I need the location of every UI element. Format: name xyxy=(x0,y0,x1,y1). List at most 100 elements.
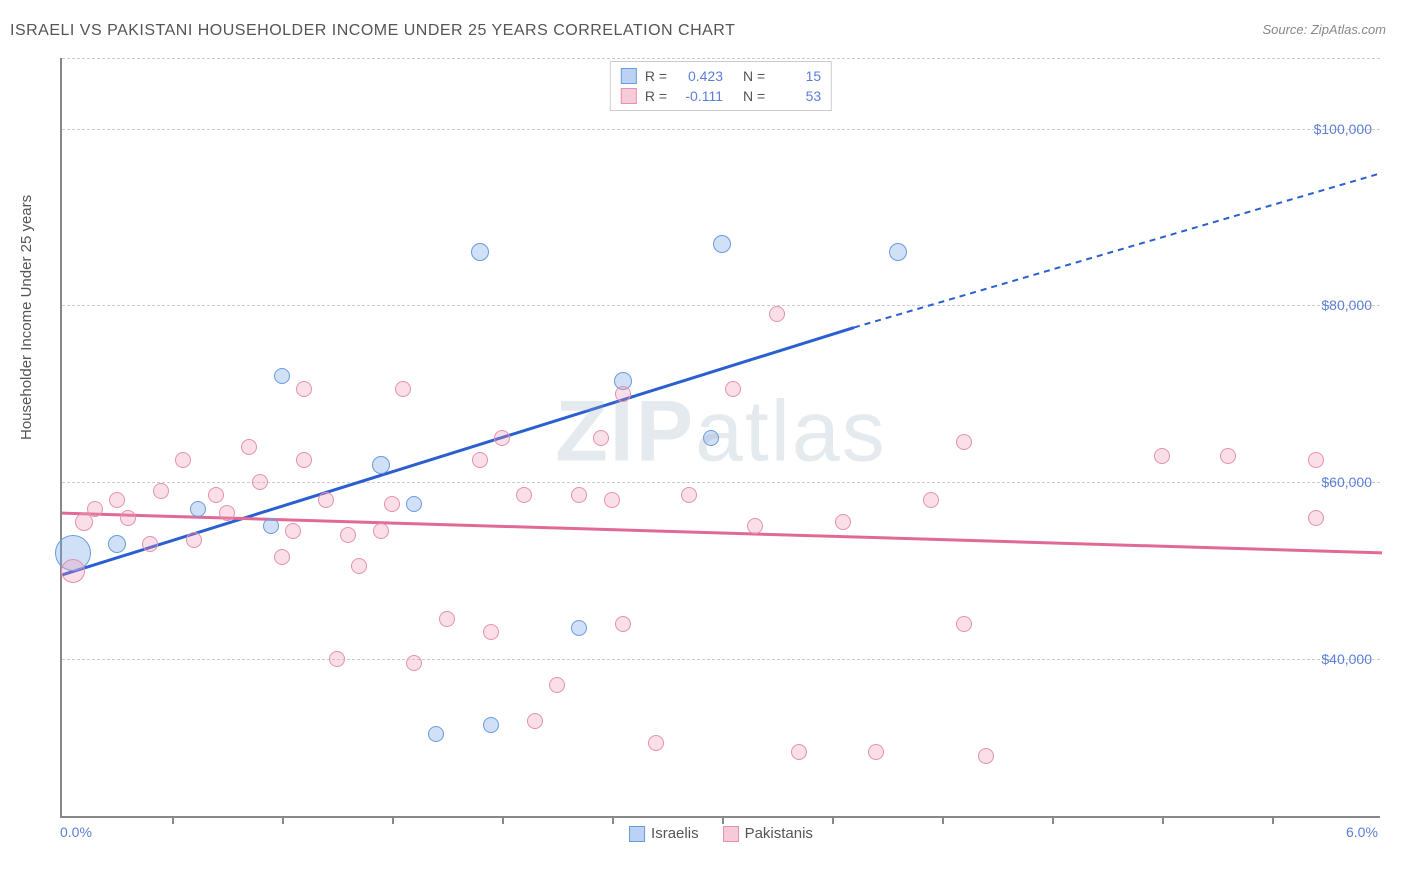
data-point xyxy=(494,430,510,446)
data-point xyxy=(868,744,884,760)
data-point xyxy=(527,713,543,729)
stat-r-value-israelis: 0.423 xyxy=(675,68,723,84)
data-point xyxy=(681,487,697,503)
data-point xyxy=(1308,510,1324,526)
x-tick-mark xyxy=(612,816,614,824)
data-point xyxy=(296,381,312,397)
data-point xyxy=(384,496,400,512)
gridline xyxy=(62,58,1380,59)
data-point xyxy=(571,620,587,636)
data-point xyxy=(791,744,807,760)
legend-item-israelis: Israelis xyxy=(629,825,699,842)
data-point xyxy=(889,243,907,261)
x-tick-label: 6.0% xyxy=(1346,824,1378,840)
data-point xyxy=(483,717,499,733)
legend-label-pakistanis: Pakistanis xyxy=(745,825,813,842)
data-point xyxy=(109,492,125,508)
data-point xyxy=(648,735,664,751)
data-point xyxy=(439,611,455,627)
data-point xyxy=(549,677,565,693)
data-point xyxy=(1154,448,1170,464)
y-axis-label: Householder Income Under 25 years xyxy=(18,195,35,440)
data-point xyxy=(713,235,731,253)
data-point xyxy=(142,536,158,552)
stat-n-label: N = xyxy=(743,68,765,84)
data-point xyxy=(190,501,206,517)
legend-item-pakistanis: Pakistanis xyxy=(723,825,813,842)
x-tick-mark xyxy=(1052,816,1054,824)
x-tick-mark xyxy=(502,816,504,824)
stat-box: R = 0.423 N = 15 R = -0.111 N = 53 xyxy=(610,61,832,111)
y-tick-label: $40,000 xyxy=(1321,651,1372,667)
stat-n-value-pakistanis: 53 xyxy=(773,88,821,104)
x-tick-mark xyxy=(832,816,834,824)
data-point xyxy=(351,558,367,574)
gridline xyxy=(62,129,1380,130)
data-point xyxy=(318,492,334,508)
gridline xyxy=(62,305,1380,306)
data-point xyxy=(923,492,939,508)
data-point xyxy=(1308,452,1324,468)
data-point xyxy=(615,386,631,402)
data-point xyxy=(241,439,257,455)
data-point xyxy=(208,487,224,503)
data-point xyxy=(516,487,532,503)
data-point xyxy=(329,651,345,667)
x-tick-mark xyxy=(172,816,174,824)
data-point xyxy=(978,748,994,764)
swatch-israelis xyxy=(621,68,637,84)
x-tick-label: 0.0% xyxy=(60,824,92,840)
data-point xyxy=(1220,448,1236,464)
chart-title: ISRAELI VS PAKISTANI HOUSEHOLDER INCOME … xyxy=(10,22,735,40)
stat-row-pakistanis: R = -0.111 N = 53 xyxy=(621,86,821,106)
data-point xyxy=(593,430,609,446)
data-point xyxy=(186,532,202,548)
data-point xyxy=(406,655,422,671)
data-point xyxy=(406,496,422,512)
stat-r-label: R = xyxy=(645,68,667,84)
plot-area: ZIPatlas R = 0.423 N = 15 R = -0.111 N =… xyxy=(60,58,1380,818)
trend-svg xyxy=(62,58,1382,818)
data-point xyxy=(263,518,279,534)
data-point xyxy=(483,624,499,640)
swatch-pakistanis xyxy=(621,88,637,104)
legend-label-israelis: Israelis xyxy=(651,825,699,842)
x-tick-mark xyxy=(282,816,284,824)
x-tick-mark xyxy=(1162,816,1164,824)
data-point xyxy=(61,559,85,583)
data-point xyxy=(252,474,268,490)
data-point xyxy=(120,510,136,526)
y-tick-label: $60,000 xyxy=(1321,474,1372,490)
stat-r-label: R = xyxy=(645,88,667,104)
y-tick-label: $80,000 xyxy=(1321,297,1372,313)
data-point xyxy=(956,434,972,450)
data-point xyxy=(615,616,631,632)
data-point xyxy=(274,549,290,565)
data-point xyxy=(87,501,103,517)
data-point xyxy=(956,616,972,632)
chart-container: ISRAELI VS PAKISTANI HOUSEHOLDER INCOME … xyxy=(0,0,1406,892)
data-point xyxy=(835,514,851,530)
data-point xyxy=(471,243,489,261)
y-tick-label: $100,000 xyxy=(1314,121,1372,137)
trend-line xyxy=(62,513,1382,553)
stat-n-value-israelis: 15 xyxy=(773,68,821,84)
data-point xyxy=(274,368,290,384)
x-tick-mark xyxy=(722,816,724,824)
data-point xyxy=(769,306,785,322)
data-point xyxy=(219,505,235,521)
data-point xyxy=(395,381,411,397)
x-tick-mark xyxy=(1272,816,1274,824)
data-point xyxy=(725,381,741,397)
data-point xyxy=(372,456,390,474)
data-point xyxy=(472,452,488,468)
legend-swatch-pakistanis xyxy=(723,826,739,842)
gridline xyxy=(62,659,1380,660)
source-attribution: Source: ZipAtlas.com xyxy=(1262,22,1386,37)
data-point xyxy=(175,452,191,468)
trend-line-dashed xyxy=(854,173,1382,328)
data-point xyxy=(373,523,389,539)
data-point xyxy=(108,535,126,553)
data-point xyxy=(296,452,312,468)
x-tick-mark xyxy=(942,816,944,824)
